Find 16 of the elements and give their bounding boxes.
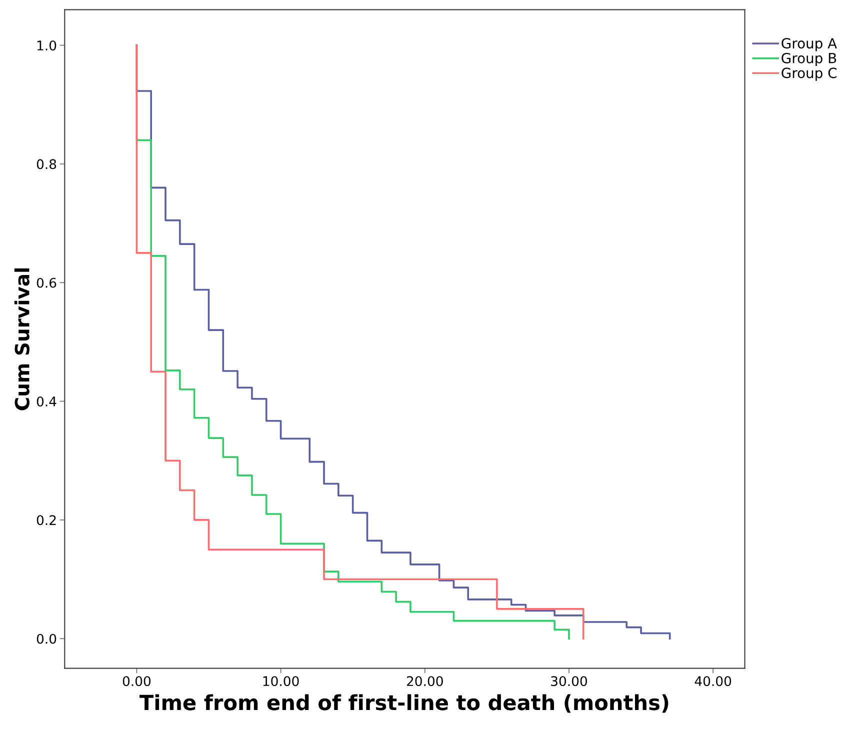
- x-tick-label: 30.00: [551, 676, 587, 686]
- y-tick-label: 0.8: [36, 159, 56, 170]
- y-tick-label: 0.6: [36, 278, 56, 288]
- legend-label: Group C: [782, 68, 837, 81]
- x-tick-label: 0.00: [122, 676, 151, 686]
- y-axis-title: Cum Survival: [14, 268, 30, 410]
- y-tick-label: 0.2: [36, 515, 56, 526]
- x-tick-label: 10.00: [263, 676, 299, 686]
- y-tick-label: 1.0: [37, 40, 56, 50]
- y-tick-label: 0.4: [36, 396, 56, 406]
- x-tick-label: 20.00: [406, 676, 443, 686]
- x-tick-label: 40.00: [694, 676, 732, 686]
- x-axis-title: Time from end of first-line to death (months): [140, 694, 668, 713]
- legend-label: Group B: [782, 52, 836, 66]
- legend-label: Group A: [782, 38, 837, 52]
- y-tick-label: 0.0: [36, 634, 56, 644]
